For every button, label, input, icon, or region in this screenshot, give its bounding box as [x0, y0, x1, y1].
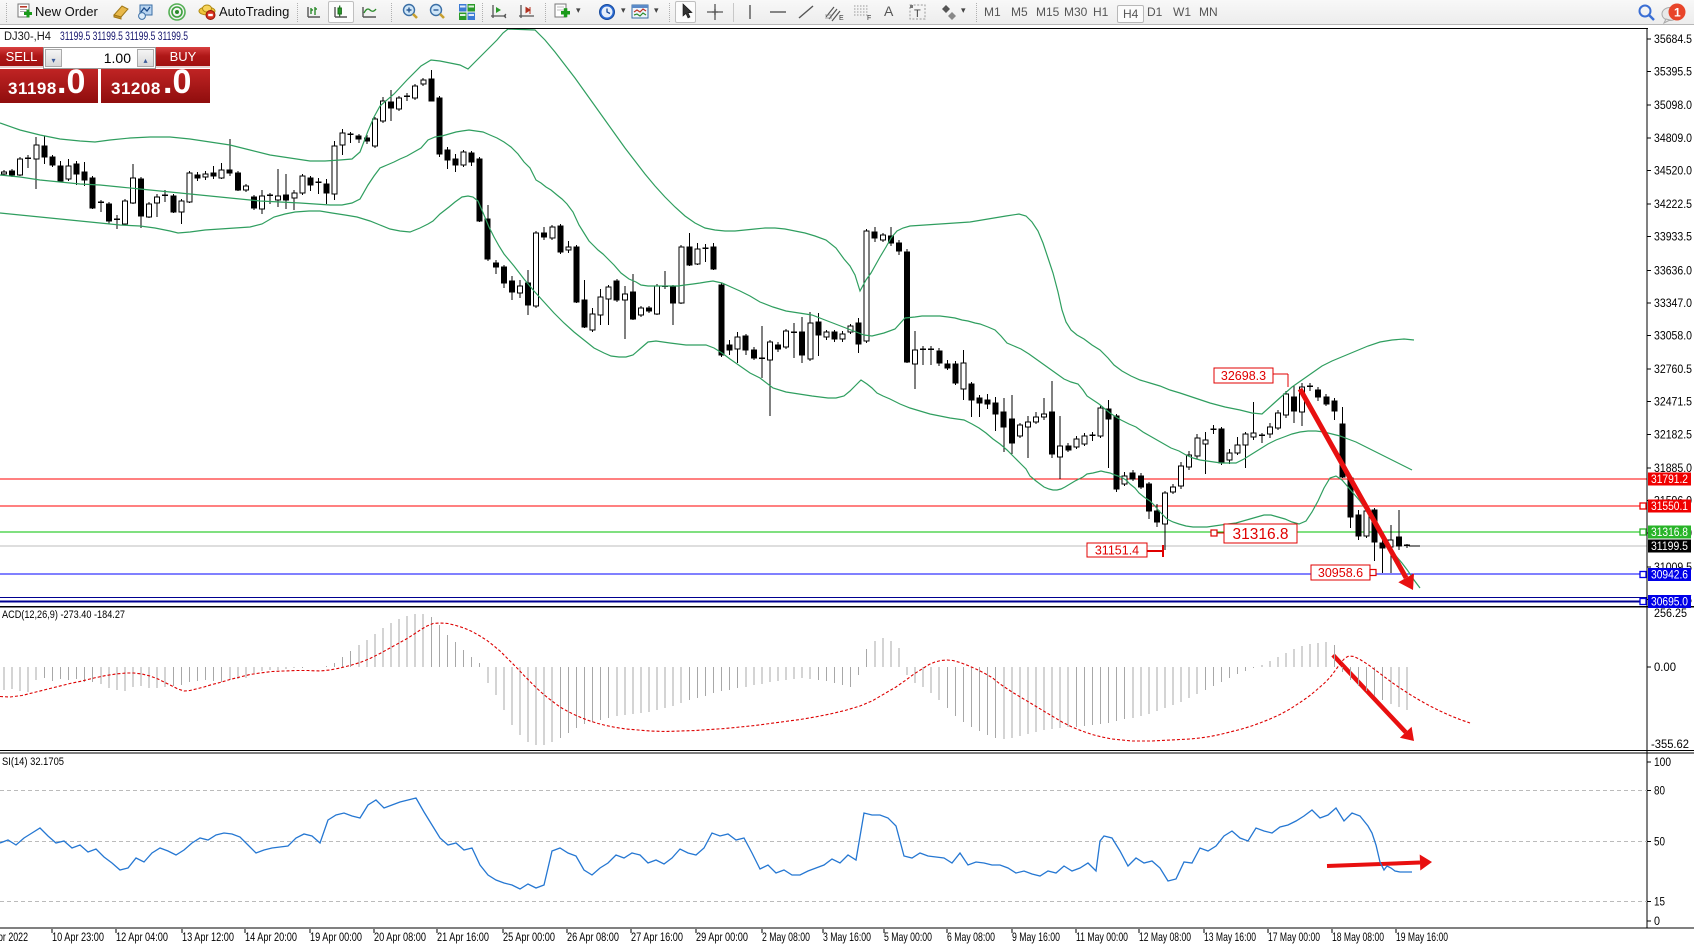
svg-text:32182.5: 32182.5 — [1654, 429, 1692, 441]
svg-text:0.00: 0.00 — [1654, 662, 1676, 674]
svg-text:25 Apr 00:00: 25 Apr 00:00 — [503, 930, 555, 944]
svg-text:31550.1: 31550.1 — [1651, 501, 1688, 513]
svg-text:35395.5: 35395.5 — [1654, 67, 1692, 79]
svg-text:34520.0: 34520.0 — [1654, 166, 1692, 178]
svg-text:2 May 08:00: 2 May 08:00 — [762, 930, 810, 944]
svg-text:T: T — [914, 8, 921, 20]
svg-text:34809.0: 34809.0 — [1654, 133, 1692, 145]
svg-text:31151.4: 31151.4 — [1095, 544, 1139, 558]
svg-text:E: E — [839, 15, 844, 22]
svg-text:12 May 08:00: 12 May 08:00 — [1139, 930, 1191, 944]
svg-text:31316.8: 31316.8 — [1651, 527, 1688, 539]
svg-text:26 Apr 08:00: 26 Apr 08:00 — [567, 930, 619, 944]
svg-text:pr 2022: pr 2022 — [0, 930, 28, 944]
svg-text:14 Apr 20:00: 14 Apr 20:00 — [245, 930, 297, 944]
svg-text:17 May 00:00: 17 May 00:00 — [1268, 930, 1320, 944]
svg-text:27 Apr 16:00: 27 Apr 16:00 — [631, 930, 683, 944]
svg-text:33058.0: 33058.0 — [1654, 331, 1692, 343]
svg-text:34222.5: 34222.5 — [1654, 199, 1692, 211]
svg-text:32698.3: 32698.3 — [1221, 369, 1266, 383]
svg-text:256.25: 256.25 — [1654, 608, 1687, 620]
svg-text:29 Apr 00:00: 29 Apr 00:00 — [696, 930, 748, 944]
svg-text:12 Apr 04:00: 12 Apr 04:00 — [116, 930, 168, 944]
svg-text:11 May 00:00: 11 May 00:00 — [1076, 930, 1128, 944]
svg-text:ACD(12,26,9) -273.40 -184.27: ACD(12,26,9) -273.40 -184.27 — [2, 609, 125, 621]
svg-text:50: 50 — [1654, 837, 1665, 849]
svg-text:DJ30-,H4: DJ30-,H4 — [4, 31, 52, 43]
svg-text:19 Apr 00:00: 19 Apr 00:00 — [310, 930, 362, 944]
svg-text:35684.5: 35684.5 — [1654, 34, 1692, 46]
svg-text:-355.62: -355.62 — [1651, 739, 1689, 751]
svg-text:20 Apr 08:00: 20 Apr 08:00 — [374, 930, 426, 944]
svg-text:3 May 16:00: 3 May 16:00 — [823, 930, 871, 944]
svg-text:80: 80 — [1654, 786, 1665, 798]
svg-text:30958.6: 30958.6 — [1318, 566, 1363, 580]
svg-text:13 May 16:00: 13 May 16:00 — [1204, 930, 1256, 944]
svg-text:18 May 08:00: 18 May 08:00 — [1332, 930, 1384, 944]
svg-text:F: F — [867, 15, 871, 22]
svg-text:31199.5 31199.5 31199.5 31199.: 31199.5 31199.5 31199.5 31199.5 — [60, 31, 188, 43]
svg-text:33347.0: 33347.0 — [1654, 298, 1692, 310]
svg-text:30695.0: 30695.0 — [1651, 597, 1688, 609]
svg-text:13 Apr 12:00: 13 Apr 12:00 — [182, 930, 234, 944]
svg-text:32760.5: 32760.5 — [1654, 364, 1692, 376]
svg-text:30942.6: 30942.6 — [1651, 570, 1688, 582]
svg-text:100: 100 — [1654, 757, 1671, 769]
svg-text:10 Apr 23:00: 10 Apr 23:00 — [52, 930, 104, 944]
svg-text:15: 15 — [1654, 897, 1665, 909]
svg-text:9 May 16:00: 9 May 16:00 — [1012, 930, 1060, 944]
svg-text:31885.0: 31885.0 — [1654, 463, 1692, 475]
svg-text:31316.8: 31316.8 — [1232, 526, 1288, 543]
svg-text:6 May 08:00: 6 May 08:00 — [947, 930, 995, 944]
svg-text:0: 0 — [1654, 916, 1660, 928]
svg-text:5 May 00:00: 5 May 00:00 — [884, 930, 932, 944]
svg-text:33636.0: 33636.0 — [1654, 265, 1692, 277]
svg-text:21 Apr 16:00: 21 Apr 16:00 — [437, 930, 489, 944]
svg-text:SI(14) 32.1705: SI(14) 32.1705 — [2, 756, 64, 768]
svg-text:35098.0: 35098.0 — [1654, 100, 1692, 112]
svg-text:32471.5: 32471.5 — [1654, 397, 1692, 409]
svg-text:19 May 16:00: 19 May 16:00 — [1396, 930, 1448, 944]
svg-text:31199.5: 31199.5 — [1651, 541, 1688, 553]
svg-text:33933.5: 33933.5 — [1654, 232, 1692, 244]
svg-text:31791.2: 31791.2 — [1651, 474, 1688, 486]
svg-text:1: 1 — [1674, 6, 1681, 20]
